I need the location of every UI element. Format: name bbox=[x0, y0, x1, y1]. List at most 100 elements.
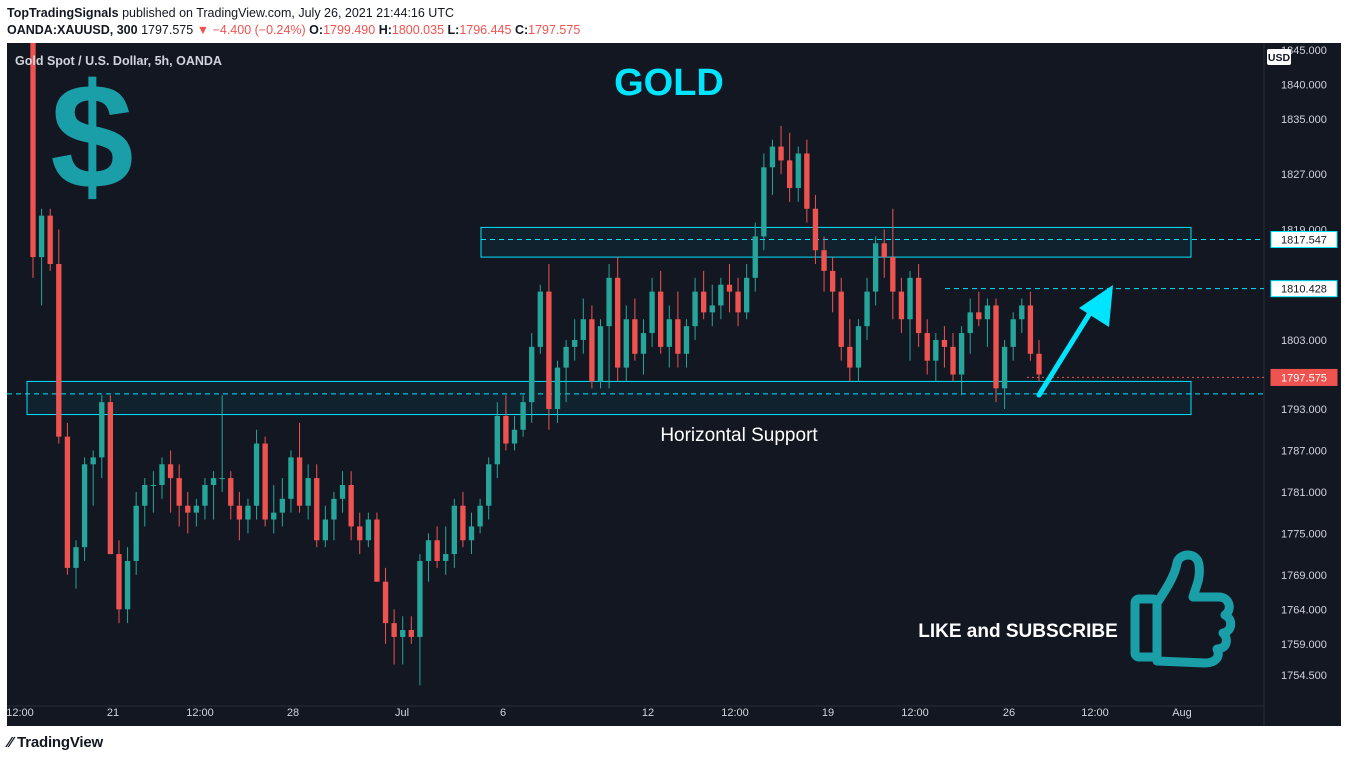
candle-body bbox=[56, 264, 62, 437]
price-label-value: 1810.428 bbox=[1281, 284, 1327, 296]
candle-body bbox=[675, 319, 681, 354]
high-label: H: bbox=[378, 23, 392, 37]
time-tick-label: 12:00 bbox=[721, 707, 749, 719]
candle-body bbox=[305, 478, 311, 506]
candle-body bbox=[81, 464, 88, 548]
publish-line: TopTradingSignals published on TradingVi… bbox=[7, 6, 454, 20]
candle-body bbox=[872, 243, 879, 292]
candle-body bbox=[503, 415, 509, 444]
candle-body bbox=[761, 167, 767, 237]
candle-body bbox=[331, 498, 337, 520]
candle-body bbox=[890, 257, 896, 292]
price-label-value: 1817.547 bbox=[1281, 235, 1327, 247]
tradingview-logo-text: TradingView bbox=[17, 734, 103, 751]
time-tick-label: 12:00 bbox=[7, 707, 34, 719]
candle-body bbox=[374, 519, 380, 582]
headline-gold: GOLD bbox=[614, 62, 724, 104]
candle-body bbox=[253, 443, 260, 506]
candle-body bbox=[529, 346, 535, 403]
price-tick-label: 1781.000 bbox=[1281, 487, 1327, 499]
candle-body bbox=[580, 319, 586, 340]
price-labels: 1817.547 1810.428 1797.575 bbox=[1270, 231, 1338, 386]
candle-body bbox=[348, 485, 354, 527]
candle-body bbox=[167, 464, 174, 479]
tradingview-footer[interactable]: ⁄⁄ TradingView bbox=[8, 734, 103, 754]
candle-body bbox=[99, 402, 105, 458]
candle-body bbox=[142, 485, 148, 506]
candle-body bbox=[486, 464, 492, 506]
arrow-shaft bbox=[1036, 302, 1098, 398]
arrow-up-icon bbox=[1079, 285, 1113, 327]
price-tick-label: 1840.000 bbox=[1281, 79, 1327, 91]
publisher-name[interactable]: TopTradingSignals bbox=[7, 6, 119, 20]
open-label: O: bbox=[309, 23, 324, 37]
candle-body bbox=[417, 560, 423, 637]
price-tick-label: 1775.000 bbox=[1281, 528, 1327, 540]
price-tick-label: 1803.000 bbox=[1281, 335, 1327, 347]
candle-body bbox=[615, 277, 621, 368]
candle-body bbox=[159, 464, 165, 485]
candle-body bbox=[924, 333, 930, 361]
candle-body bbox=[339, 485, 346, 499]
candle-body bbox=[709, 305, 715, 313]
time-tick-label: 28 bbox=[287, 707, 299, 719]
published-text: published on TradingView.com, July 26, 2… bbox=[122, 6, 454, 20]
candle-body bbox=[804, 153, 810, 209]
candle-body bbox=[838, 291, 844, 347]
candle-body bbox=[150, 485, 157, 486]
candle-body bbox=[692, 291, 698, 327]
candle-body bbox=[73, 547, 79, 568]
candle-body bbox=[847, 346, 853, 368]
symbol-label: OANDA:XAUUSD, 300 bbox=[7, 23, 138, 37]
candle-body bbox=[821, 250, 827, 271]
candle-body bbox=[941, 339, 948, 347]
candle-body bbox=[1001, 346, 1008, 389]
like-subscribe-label: LIKE and SUBSCRIBE bbox=[918, 621, 1118, 642]
chart-canvas[interactable]: 1845.0001840.0001835.0001827.0001819.000… bbox=[7, 43, 1341, 726]
candle-body bbox=[202, 485, 208, 506]
candle-body bbox=[1036, 353, 1042, 375]
candle-body bbox=[701, 291, 707, 313]
candle-body bbox=[743, 277, 750, 313]
tradingview-logo-icon: ⁄⁄ bbox=[8, 734, 13, 751]
currency-label: USD bbox=[1268, 52, 1291, 64]
time-tick-label: 19 bbox=[822, 707, 834, 719]
time-tick-label: 12:00 bbox=[901, 707, 929, 719]
resistance-zone[interactable] bbox=[480, 226, 1192, 258]
candle-body bbox=[752, 236, 758, 278]
low-value: 1796.445 bbox=[459, 23, 512, 37]
candle-body bbox=[279, 498, 286, 513]
price-axis[interactable]: 1845.0001840.0001835.0001827.0001819.000… bbox=[1281, 45, 1327, 682]
price-tick-label: 1827.000 bbox=[1281, 169, 1327, 181]
candle-body bbox=[554, 367, 561, 410]
price-label-badge bbox=[1270, 231, 1338, 249]
candle-body bbox=[666, 319, 672, 347]
candle-body bbox=[357, 526, 363, 541]
time-axis[interactable]: 12:00 21 12:00 28 Jul 6 12 12:00 19 12:00 26 12:00 A… bbox=[7, 707, 1192, 719]
candle-body bbox=[786, 160, 793, 189]
currency-badge[interactable] bbox=[1267, 49, 1291, 65]
candle-body bbox=[520, 402, 526, 430]
candle-body bbox=[1019, 305, 1025, 320]
candle-body bbox=[434, 540, 440, 561]
candle-body bbox=[950, 346, 956, 375]
zones-layer bbox=[7, 226, 1264, 416]
candle-body bbox=[632, 319, 638, 354]
candle-body bbox=[30, 43, 36, 258]
ohlc-line: OANDA:XAUUSD, 300 1797.575 ▼ −4.400 (−0.… bbox=[7, 23, 580, 37]
candle-body bbox=[993, 305, 999, 389]
candle-body bbox=[193, 505, 200, 513]
last-price: 1797.575 bbox=[141, 23, 194, 37]
candle-body bbox=[210, 478, 217, 485]
price-label-badge bbox=[1270, 368, 1338, 386]
candle-body bbox=[778, 146, 784, 161]
candle-body bbox=[468, 526, 475, 541]
candle-body bbox=[967, 312, 973, 334]
price-tick-label: 1787.000 bbox=[1281, 445, 1327, 457]
dollar-icon: $ bbox=[50, 52, 133, 220]
candle-body bbox=[1010, 319, 1016, 347]
candle-body bbox=[245, 505, 251, 520]
candle-body bbox=[976, 312, 982, 320]
candle-body bbox=[795, 153, 801, 189]
time-tick-label: 12:00 bbox=[1081, 707, 1109, 719]
